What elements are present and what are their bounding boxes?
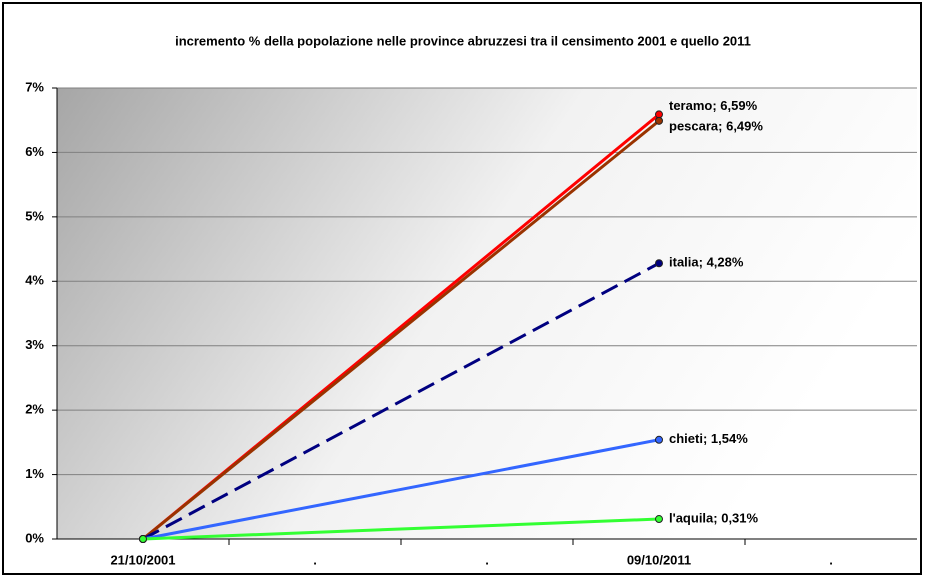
y-tick-label: 3% (25, 337, 44, 352)
series-line (142, 261, 660, 541)
x-tick-label: . (313, 552, 317, 567)
y-tick-label: 1% (25, 466, 44, 481)
series-line (142, 517, 660, 541)
data-point (655, 116, 663, 125)
y-tick-label: 6% (25, 144, 44, 159)
plot-area (57, 88, 917, 539)
data-label: teramo; 6,59% (669, 98, 758, 113)
data-point (655, 435, 663, 444)
y-tick-label: 0% (25, 530, 44, 545)
data-label: l'aquila; 0,31% (669, 510, 759, 525)
data-point (655, 515, 663, 524)
y-tick-label: 5% (25, 208, 44, 223)
data-label: italia; 4,28% (669, 255, 744, 270)
data-label: pescara; 6,49% (669, 118, 763, 133)
x-tick-label: . (485, 552, 489, 567)
x-tick-label: . (829, 552, 833, 567)
data-label: chieti; 1,54% (669, 431, 748, 446)
x-tick-label: 09/10/2011 (627, 552, 691, 567)
data-point (655, 259, 663, 268)
data-point (139, 535, 147, 543)
x-tick-label: 21/10/2001 (110, 552, 175, 567)
y-tick-label: 4% (25, 273, 44, 288)
y-tick-label: 7% (25, 79, 44, 94)
series-line (142, 438, 660, 541)
chart-title: incremento % della popolazione nelle pro… (175, 33, 751, 48)
y-tick-label: 2% (25, 402, 44, 417)
series-line (142, 119, 660, 541)
